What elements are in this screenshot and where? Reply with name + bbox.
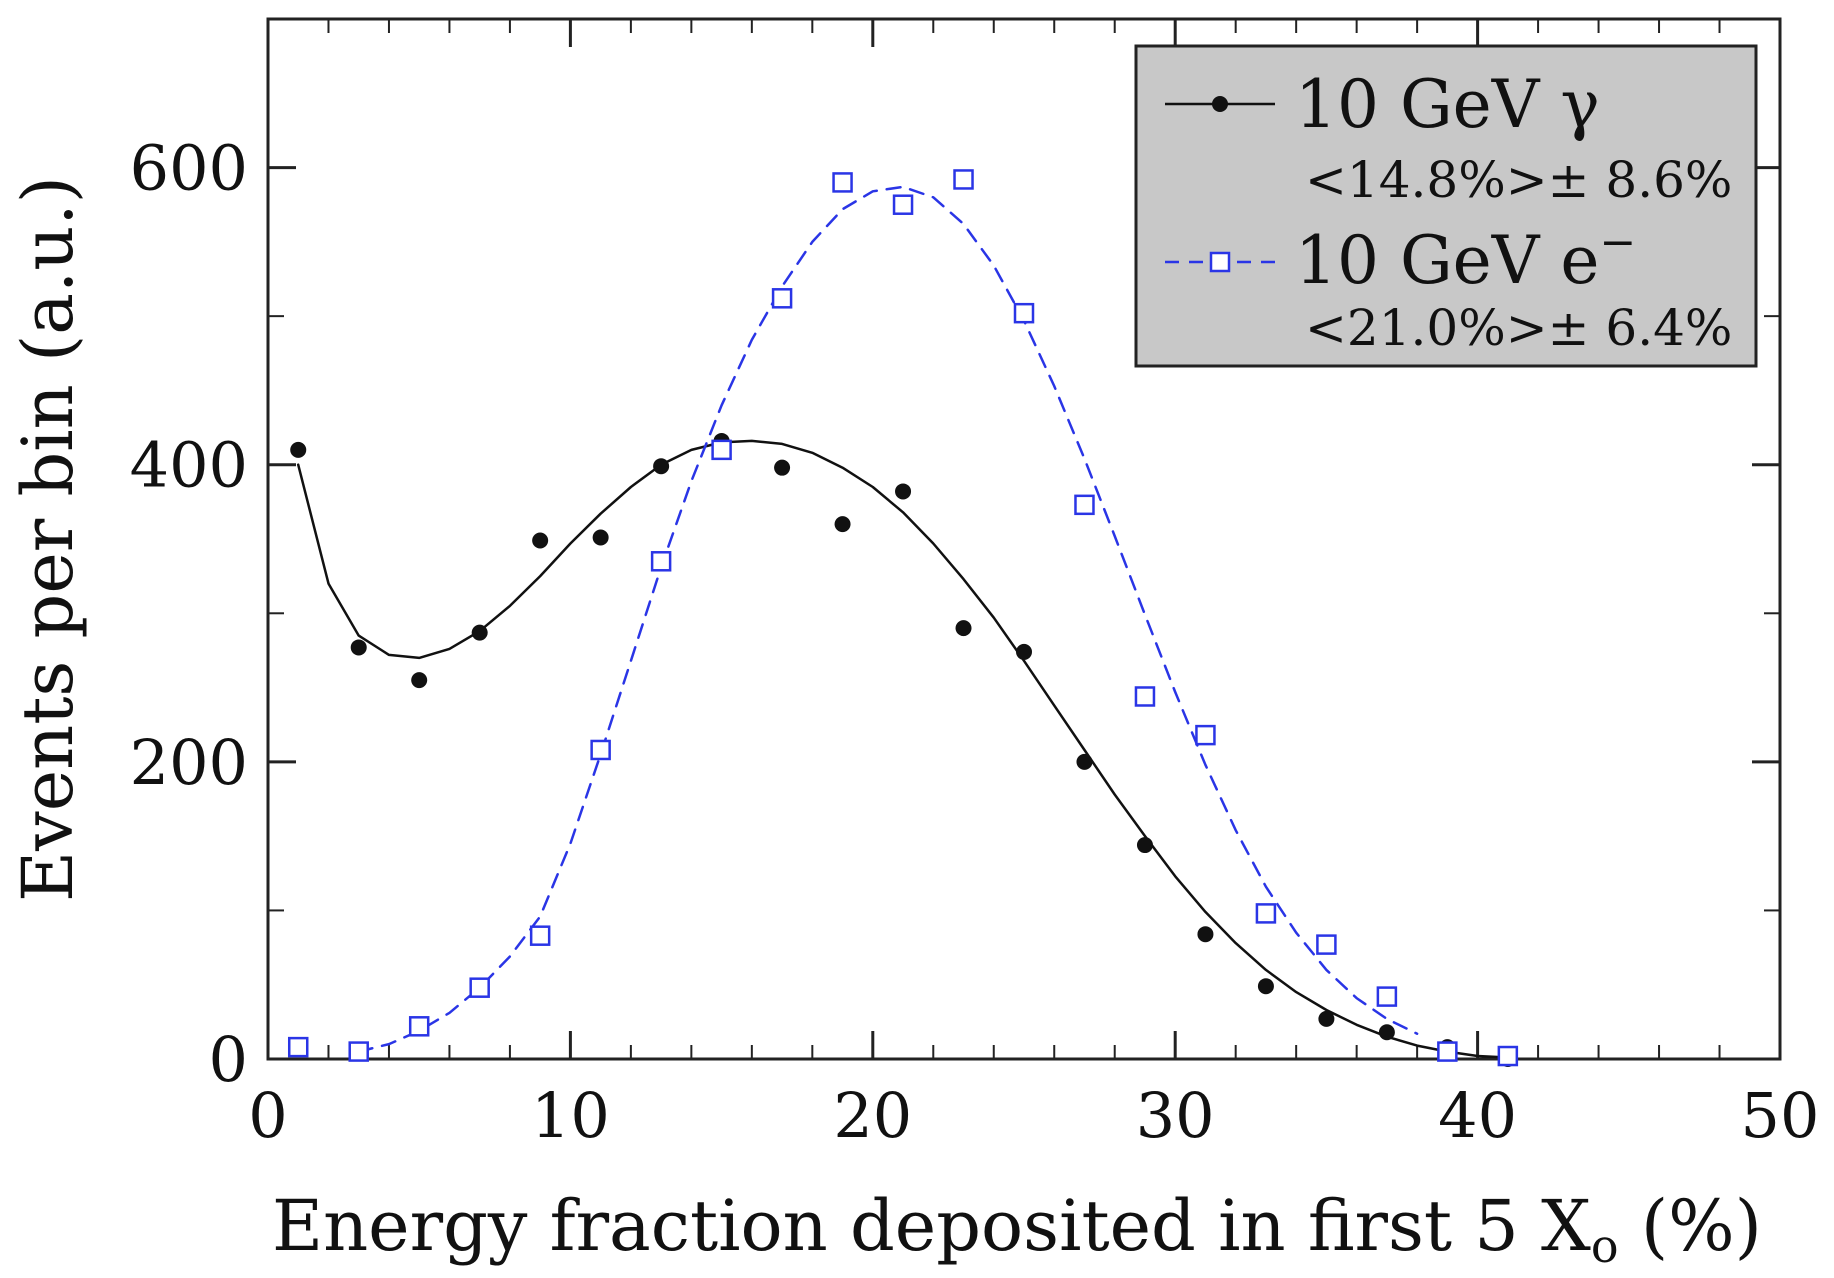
- gamma-data-point: [411, 672, 428, 689]
- gamma-data-point: [774, 459, 791, 476]
- axis-tick-labels: 0 10 20 30 40 50 0 200 400 600: [130, 132, 1820, 1152]
- electron-data-point: [1195, 724, 1216, 746]
- electron-data-point: [1074, 494, 1095, 516]
- gamma-data-point: [1016, 643, 1032, 660]
- x-tick-label: 10: [531, 1079, 610, 1152]
- y-tick-label: 600: [130, 132, 248, 205]
- x-axis-title: Energy fraction deposited in first 5 Xo …: [272, 1185, 1762, 1273]
- legend-gamma-stats: <14.8%>± 8.6%: [1305, 151, 1732, 209]
- x-tick-label: 40: [1438, 1079, 1517, 1152]
- electron-data-point: [590, 739, 611, 761]
- electron-data-point: [1255, 903, 1277, 924]
- gamma-data-point: [1318, 1010, 1335, 1027]
- gamma-data-point: [592, 529, 609, 546]
- gamma-data-point: [1257, 978, 1274, 995]
- gamma-data-point: [1197, 926, 1214, 943]
- legend-electron-marker: [1209, 251, 1231, 273]
- electron-data-point: [953, 169, 974, 190]
- gamma-data-point: [895, 483, 912, 500]
- legend-electron-name: 10 GeV e: [1295, 222, 1599, 299]
- electron-data-point: [1497, 1045, 1519, 1067]
- x-axis-title-subscript: o: [1591, 1219, 1619, 1273]
- legend-box: [1134, 44, 1758, 368]
- gamma-data-point: [532, 532, 549, 549]
- legend-gamma-marker: [1212, 96, 1228, 112]
- electron-data-point: [711, 439, 732, 461]
- gamma-data-point: [471, 624, 488, 641]
- electron-data-point: [1376, 986, 1398, 1007]
- data-markers: [287, 169, 1519, 1067]
- electron-data-point: [1437, 1041, 1458, 1062]
- electron-data-point: [1013, 302, 1035, 324]
- x-tick-label: 30: [1136, 1079, 1215, 1152]
- x-axis-title-suffix: (%): [1619, 1185, 1762, 1267]
- x-tick-label: 20: [833, 1079, 912, 1152]
- gamma-data-point: [290, 441, 307, 458]
- y-tick-label: 400: [130, 429, 248, 502]
- gamma-data-point: [350, 639, 367, 656]
- legend-electron-stats: <21.0%>± 6.4%: [1305, 299, 1732, 357]
- electron-data-point: [408, 1016, 430, 1037]
- gamma-data-point: [834, 516, 851, 533]
- x-tick-label: 0: [248, 1079, 287, 1152]
- x-tick-label: 50: [1741, 1079, 1820, 1152]
- y-tick-label: 0: [209, 1023, 248, 1096]
- gamma-fit-curve: [296, 439, 1510, 1059]
- electron-data-point: [348, 1041, 369, 1062]
- electron-data-point: [650, 551, 672, 572]
- y-tick-label: 200: [130, 726, 248, 799]
- electron-data-point: [287, 1036, 309, 1058]
- y-axis-title: Events per bin (a.u.): [7, 176, 89, 902]
- electron-data-point: [832, 172, 853, 193]
- gamma-data-point: [1378, 1024, 1395, 1041]
- legend: 10 GeV γ <14.8%>± 8.6% 10 GeV e− <21.0%>…: [1134, 44, 1758, 368]
- fit-curves: [296, 185, 1510, 1059]
- gamma-data-point: [1076, 753, 1093, 770]
- electron-data-point: [469, 977, 490, 998]
- legend-electron-superscript: −: [1599, 217, 1636, 268]
- gamma-data-point: [653, 458, 670, 475]
- gamma-data-point: [955, 620, 972, 637]
- electron-data-point: [771, 288, 793, 309]
- electron-data-point: [1316, 934, 1337, 955]
- electron-fit-curve: [357, 185, 1419, 1053]
- electron-data-point: [529, 925, 551, 946]
- electron-data-point: [1134, 686, 1156, 707]
- axis-ticks: [266, 18, 1782, 1061]
- electron-data-point: [892, 194, 914, 215]
- legend-electron-label: 10 GeV e−: [1295, 217, 1636, 299]
- x-axis-title-main: Energy fraction deposited in first 5 X: [272, 1185, 1591, 1267]
- legend-gamma-label: 10 GeV γ: [1295, 66, 1600, 143]
- gamma-data-point: [1136, 837, 1153, 854]
